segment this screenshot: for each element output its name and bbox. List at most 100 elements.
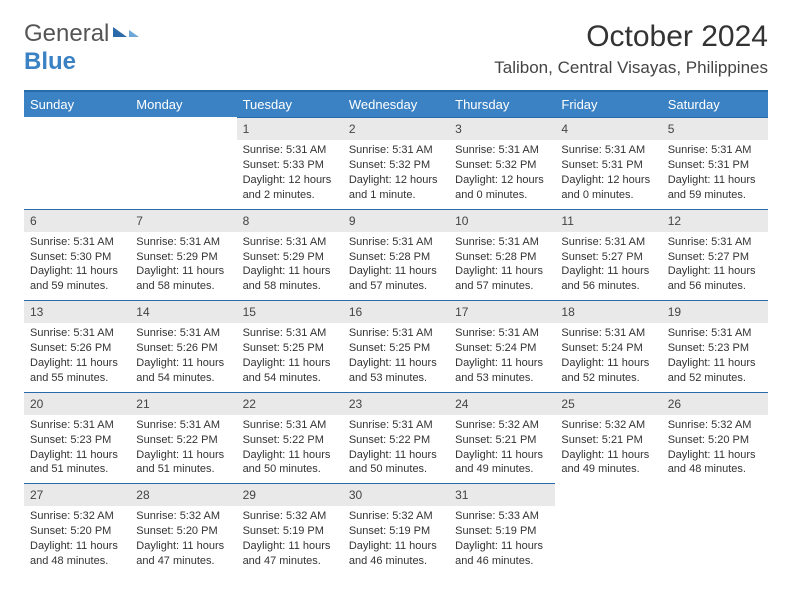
weekday-header: Friday xyxy=(555,91,661,117)
sunset-line: Sunset: 5:26 PM xyxy=(30,341,124,356)
sunset-line: Sunset: 5:29 PM xyxy=(136,250,230,265)
sunset-line: Sunset: 5:20 PM xyxy=(30,524,124,539)
day-body: Sunrise: 5:31 AMSunset: 5:29 PMDaylight:… xyxy=(130,232,236,300)
calendar-cell: 15Sunrise: 5:31 AMSunset: 5:25 PMDayligh… xyxy=(237,300,343,392)
sunset-line: Sunset: 5:23 PM xyxy=(30,433,124,448)
calendar-cell: 8Sunrise: 5:31 AMSunset: 5:29 PMDaylight… xyxy=(237,209,343,301)
day-body: Sunrise: 5:31 AMSunset: 5:32 PMDaylight:… xyxy=(343,140,449,208)
calendar-cell: 25Sunrise: 5:32 AMSunset: 5:21 PMDayligh… xyxy=(555,392,661,484)
day-number: 22 xyxy=(237,392,343,415)
calendar-cell: 27Sunrise: 5:32 AMSunset: 5:20 PMDayligh… xyxy=(24,483,130,575)
sunrise-line: Sunrise: 5:31 AM xyxy=(668,143,762,158)
calendar-cell: 28Sunrise: 5:32 AMSunset: 5:20 PMDayligh… xyxy=(130,483,236,575)
sunrise-line: Sunrise: 5:31 AM xyxy=(243,143,337,158)
weekday-header: Sunday xyxy=(24,91,130,117)
day-number: 25 xyxy=(555,392,661,415)
calendar-cell: 12Sunrise: 5:31 AMSunset: 5:27 PMDayligh… xyxy=(662,209,768,301)
location-subtitle: Talibon, Central Visayas, Philippines xyxy=(494,58,768,78)
calendar-cell: 5Sunrise: 5:31 AMSunset: 5:31 PMDaylight… xyxy=(662,117,768,209)
calendar-header: SundayMondayTuesdayWednesdayThursdayFrid… xyxy=(24,91,768,117)
sunrise-line: Sunrise: 5:31 AM xyxy=(136,326,230,341)
day-body: Sunrise: 5:31 AMSunset: 5:33 PMDaylight:… xyxy=(237,140,343,208)
daylight-line: Daylight: 11 hours and 56 minutes. xyxy=(668,264,762,294)
daylight-line: Daylight: 11 hours and 57 minutes. xyxy=(349,264,443,294)
calendar-cell: 24Sunrise: 5:32 AMSunset: 5:21 PMDayligh… xyxy=(449,392,555,484)
sunset-line: Sunset: 5:31 PM xyxy=(561,158,655,173)
day-number: 26 xyxy=(662,392,768,415)
calendar-table: SundayMondayTuesdayWednesdayThursdayFrid… xyxy=(24,90,768,575)
sunset-line: Sunset: 5:33 PM xyxy=(243,158,337,173)
day-number: 1 xyxy=(237,117,343,140)
day-body: Sunrise: 5:31 AMSunset: 5:23 PMDaylight:… xyxy=(24,415,130,483)
calendar-cell: 21Sunrise: 5:31 AMSunset: 5:22 PMDayligh… xyxy=(130,392,236,484)
sunrise-line: Sunrise: 5:31 AM xyxy=(243,418,337,433)
day-number: 17 xyxy=(449,300,555,323)
sunrise-line: Sunrise: 5:31 AM xyxy=(136,235,230,250)
sunrise-line: Sunrise: 5:32 AM xyxy=(243,509,337,524)
calendar-cell: 26Sunrise: 5:32 AMSunset: 5:20 PMDayligh… xyxy=(662,392,768,484)
daylight-line: Daylight: 11 hours and 55 minutes. xyxy=(30,356,124,386)
sunset-line: Sunset: 5:31 PM xyxy=(668,158,762,173)
sunrise-line: Sunrise: 5:31 AM xyxy=(561,235,655,250)
weekday-header: Saturday xyxy=(662,91,768,117)
day-number: 8 xyxy=(237,209,343,232)
day-body: Sunrise: 5:31 AMSunset: 5:22 PMDaylight:… xyxy=(343,415,449,483)
day-body: Sunrise: 5:31 AMSunset: 5:31 PMDaylight:… xyxy=(662,140,768,208)
day-number: 10 xyxy=(449,209,555,232)
sunrise-line: Sunrise: 5:31 AM xyxy=(455,143,549,158)
sunrise-line: Sunrise: 5:32 AM xyxy=(668,418,762,433)
daylight-line: Daylight: 11 hours and 48 minutes. xyxy=(668,448,762,478)
daylight-line: Daylight: 11 hours and 58 minutes. xyxy=(243,264,337,294)
day-number: 5 xyxy=(662,117,768,140)
calendar-cell: 20Sunrise: 5:31 AMSunset: 5:23 PMDayligh… xyxy=(24,392,130,484)
sunset-line: Sunset: 5:26 PM xyxy=(136,341,230,356)
logo-blue-line: Blue xyxy=(24,48,76,76)
sunset-line: Sunset: 5:24 PM xyxy=(561,341,655,356)
calendar-cell: 29Sunrise: 5:32 AMSunset: 5:19 PMDayligh… xyxy=(237,483,343,575)
sunrise-line: Sunrise: 5:31 AM xyxy=(668,326,762,341)
calendar-cell: 7Sunrise: 5:31 AMSunset: 5:29 PMDaylight… xyxy=(130,209,236,301)
sunrise-line: Sunrise: 5:31 AM xyxy=(136,418,230,433)
calendar-cell: 3Sunrise: 5:31 AMSunset: 5:32 PMDaylight… xyxy=(449,117,555,209)
daylight-line: Daylight: 11 hours and 49 minutes. xyxy=(561,448,655,478)
daylight-line: Daylight: 11 hours and 48 minutes. xyxy=(30,539,124,569)
day-body: Sunrise: 5:31 AMSunset: 5:25 PMDaylight:… xyxy=(237,323,343,391)
day-number: 18 xyxy=(555,300,661,323)
sunset-line: Sunset: 5:19 PM xyxy=(455,524,549,539)
day-body: Sunrise: 5:32 AMSunset: 5:19 PMDaylight:… xyxy=(343,506,449,574)
sunset-line: Sunset: 5:23 PM xyxy=(668,341,762,356)
calendar-cell: .. xyxy=(662,483,768,575)
day-body: Sunrise: 5:31 AMSunset: 5:26 PMDaylight:… xyxy=(130,323,236,391)
sunset-line: Sunset: 5:27 PM xyxy=(668,250,762,265)
sunset-line: Sunset: 5:29 PM xyxy=(243,250,337,265)
logo: General xyxy=(24,20,141,48)
daylight-line: Daylight: 11 hours and 49 minutes. xyxy=(455,448,549,478)
sunset-line: Sunset: 5:25 PM xyxy=(349,341,443,356)
daylight-line: Daylight: 11 hours and 52 minutes. xyxy=(668,356,762,386)
day-number: 2 xyxy=(343,117,449,140)
calendar-cell: 13Sunrise: 5:31 AMSunset: 5:26 PMDayligh… xyxy=(24,300,130,392)
day-number: 21 xyxy=(130,392,236,415)
sunset-line: Sunset: 5:28 PM xyxy=(349,250,443,265)
calendar-cell: 2Sunrise: 5:31 AMSunset: 5:32 PMDaylight… xyxy=(343,117,449,209)
calendar-cell: 31Sunrise: 5:33 AMSunset: 5:19 PMDayligh… xyxy=(449,483,555,575)
day-number: 4 xyxy=(555,117,661,140)
page-title: October 2024 xyxy=(494,20,768,54)
sunset-line: Sunset: 5:22 PM xyxy=(349,433,443,448)
calendar-cell: 19Sunrise: 5:31 AMSunset: 5:23 PMDayligh… xyxy=(662,300,768,392)
sunrise-line: Sunrise: 5:33 AM xyxy=(455,509,549,524)
day-body: Sunrise: 5:31 AMSunset: 5:28 PMDaylight:… xyxy=(449,232,555,300)
day-number: 30 xyxy=(343,483,449,506)
daylight-line: Daylight: 12 hours and 1 minute. xyxy=(349,173,443,203)
day-number: 27 xyxy=(24,483,130,506)
daylight-line: Daylight: 11 hours and 58 minutes. xyxy=(136,264,230,294)
daylight-line: Daylight: 11 hours and 53 minutes. xyxy=(349,356,443,386)
sunset-line: Sunset: 5:32 PM xyxy=(455,158,549,173)
logo-text-1: General xyxy=(24,20,109,48)
sunset-line: Sunset: 5:19 PM xyxy=(349,524,443,539)
sunrise-line: Sunrise: 5:32 AM xyxy=(136,509,230,524)
daylight-line: Daylight: 11 hours and 59 minutes. xyxy=(30,264,124,294)
sunrise-line: Sunrise: 5:31 AM xyxy=(30,235,124,250)
day-body: Sunrise: 5:31 AMSunset: 5:24 PMDaylight:… xyxy=(449,323,555,391)
daylight-line: Daylight: 11 hours and 51 minutes. xyxy=(30,448,124,478)
